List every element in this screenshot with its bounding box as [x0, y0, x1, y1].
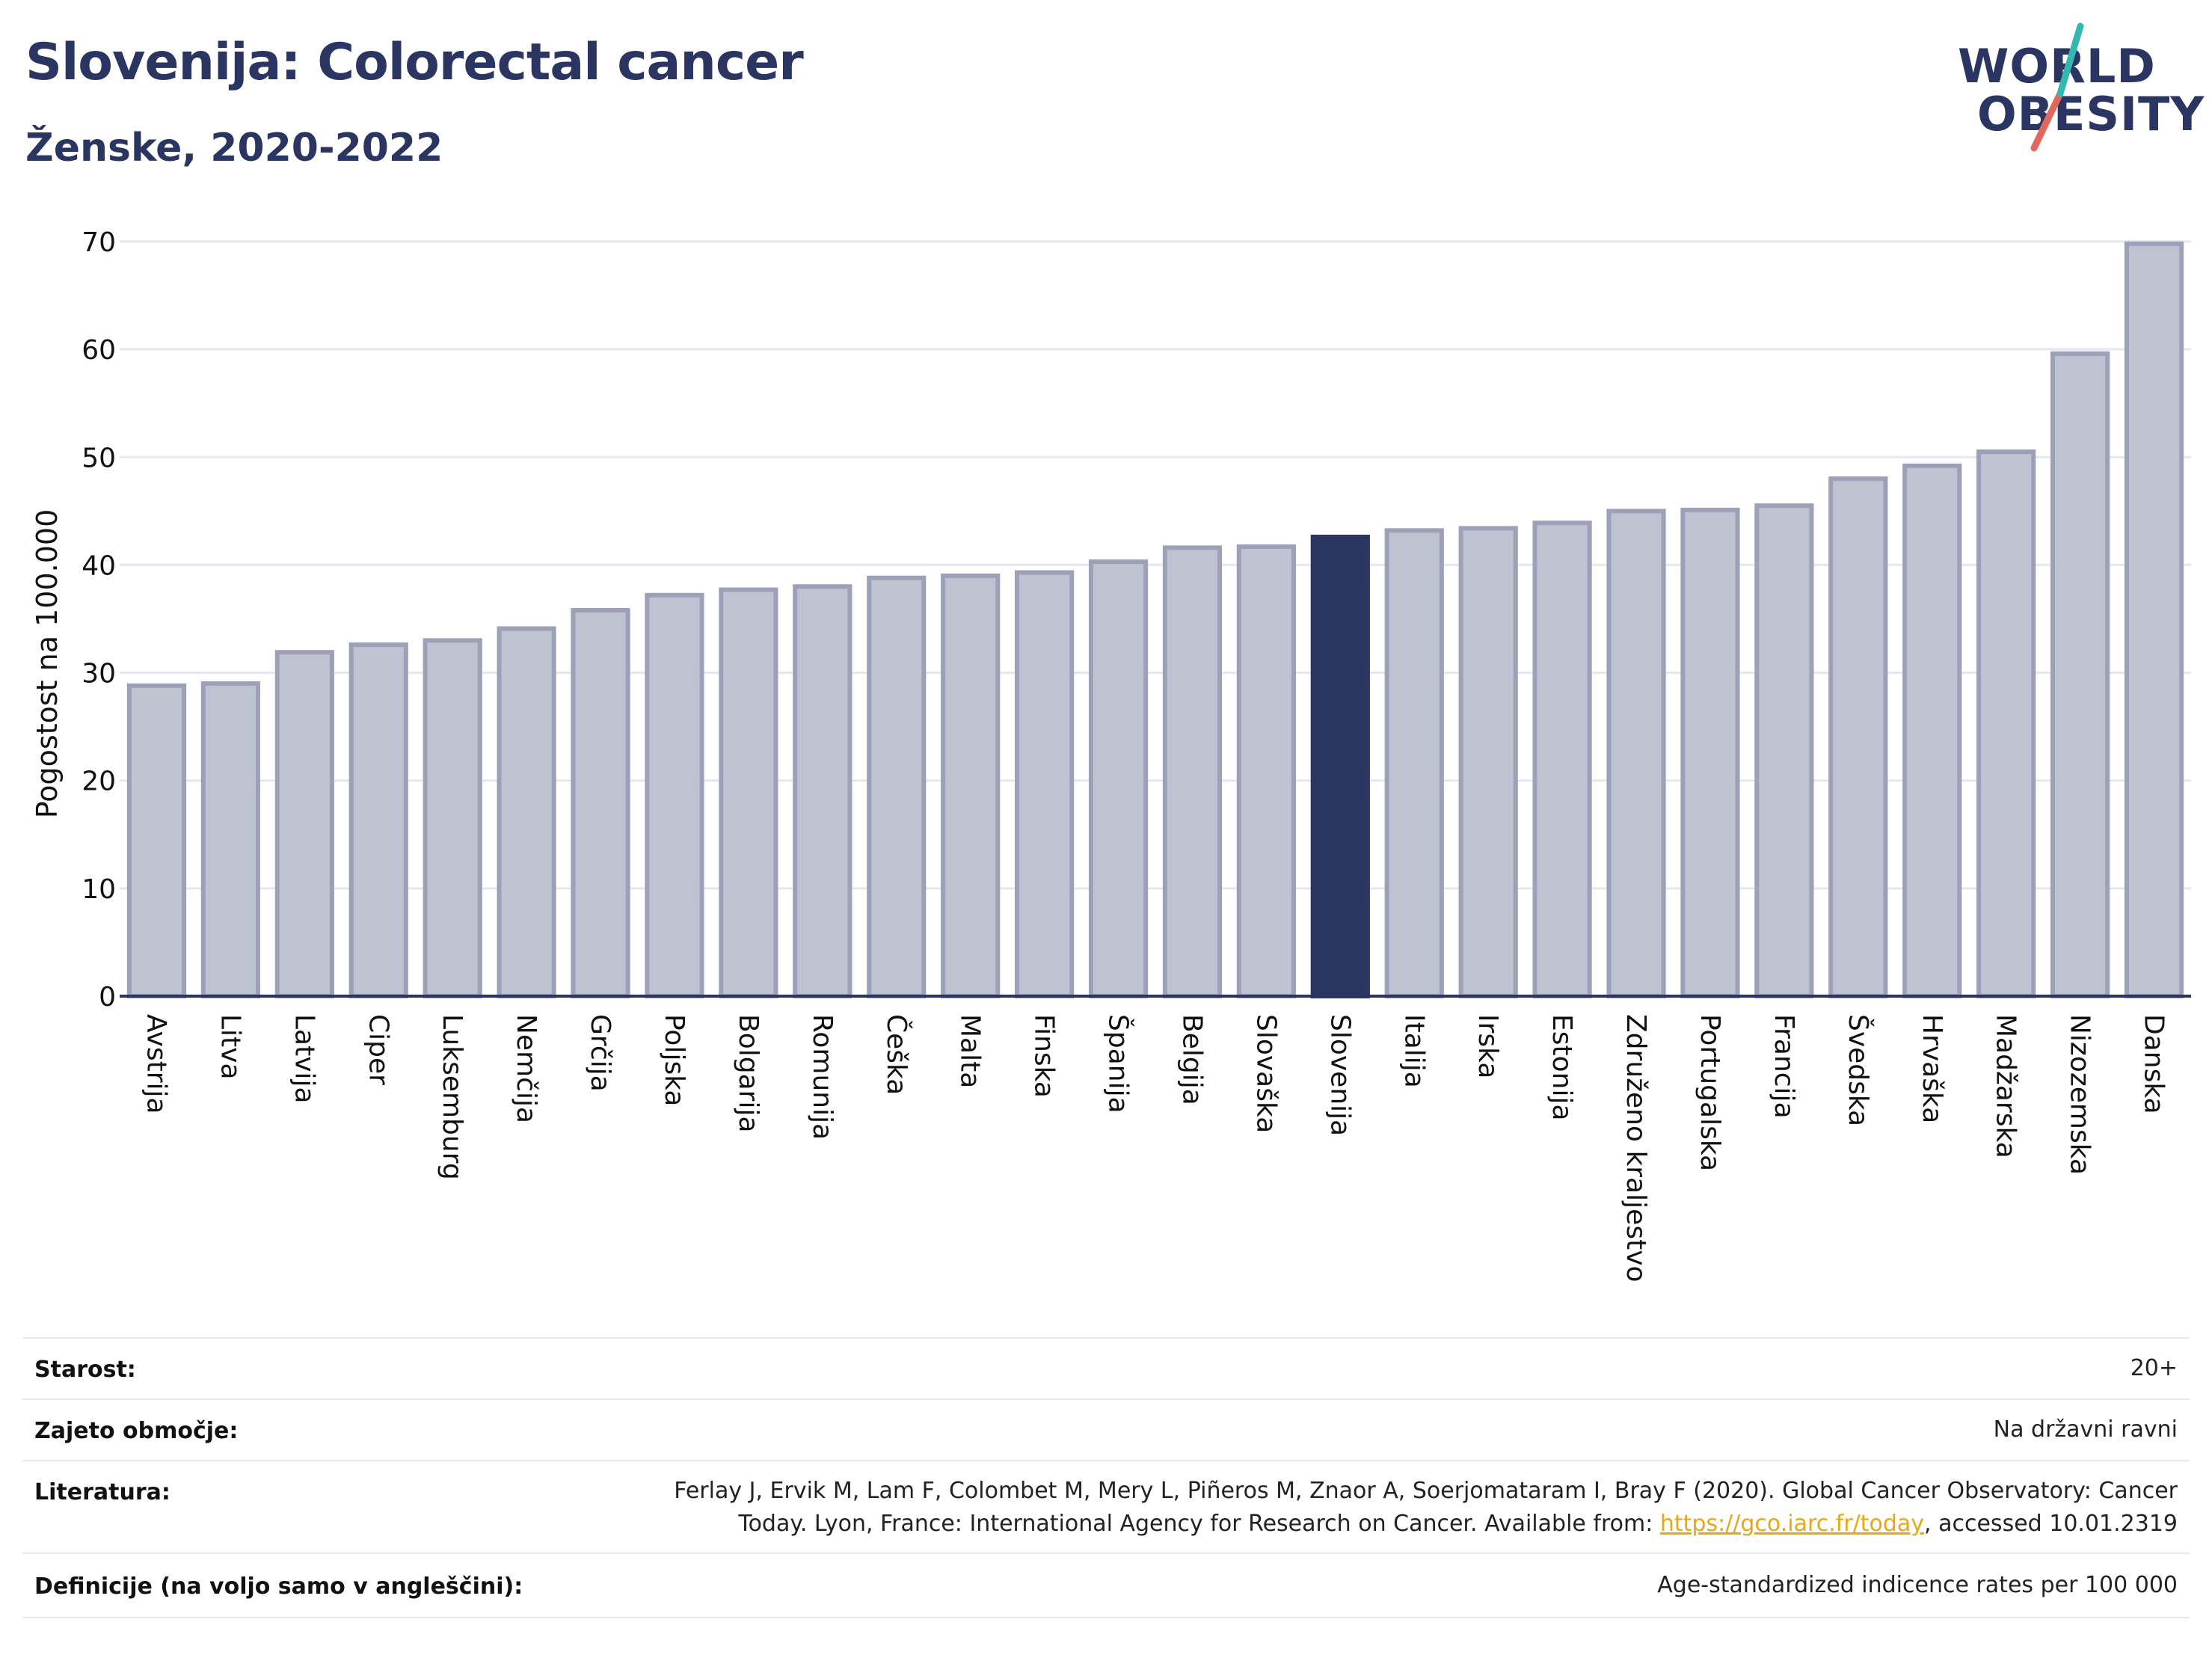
bar-litva [200, 681, 260, 998]
x-tick-label: Romunija [807, 1014, 838, 1140]
bar-slovenija [1310, 534, 1370, 998]
bar-chart: 0 10 20 30 40 50 60 70 Avstrija Litva Latvija Cipe… [31, 227, 2191, 1283]
x-tick-label: Češka [881, 1014, 912, 1095]
bar-danska [2124, 241, 2184, 998]
x-tick-label: Francija [1769, 1014, 1799, 1119]
bar-romunija [793, 584, 852, 998]
bar-irska [1458, 526, 1518, 998]
chart-title: Slovenija: Colorectal cancer [25, 33, 804, 92]
y-tick-label: 40 [82, 550, 116, 581]
chart-subtitle: Ženske, 2020-2022 [25, 126, 443, 171]
bar-latvija [274, 650, 334, 998]
info-row-area: Zajeto območje: Na državni ravni [22, 1398, 2190, 1461]
bar-ciper [348, 642, 408, 998]
bar-bolgarija [719, 587, 778, 998]
bar-madžarska [1976, 449, 2036, 998]
world-obesity-logo: WORLD OBESITY [1944, 22, 2204, 157]
x-tick-label: Finska [1029, 1014, 1060, 1098]
x-tick-label: Slovaška [1250, 1014, 1281, 1133]
bar-nemčija [497, 626, 556, 998]
x-tick-label: Španija [1103, 1014, 1134, 1114]
bar-slovaška [1236, 544, 1296, 998]
x-tick-label: Malta [955, 1014, 986, 1088]
references-link[interactable]: https://gco.iarc.fr/today [1659, 1511, 1925, 1537]
y-tick-label: 0 [99, 982, 116, 1013]
x-tick-label: Švedska [1843, 1014, 1874, 1126]
age-value: 20+ [2130, 1355, 2178, 1381]
bar-italija [1384, 528, 1444, 998]
x-tick-label: Litva [215, 1014, 245, 1080]
y-tick-label: 20 [82, 767, 116, 797]
x-tick-label: Irska [1472, 1014, 1503, 1078]
x-tick-label: Ciper [363, 1014, 393, 1085]
x-tick-labels: Avstrija Litva Latvija Ciper Luksemburg Nemči… [141, 1014, 2169, 1283]
bar-nizozemska [2050, 351, 2110, 998]
y-axis-label: Pogostost na 100.000 [31, 509, 64, 819]
bar-francija [1754, 503, 1814, 998]
x-tick-label: Estonija [1546, 1014, 1577, 1121]
y-tick-label: 50 [82, 443, 116, 473]
area-value: Na državni ravni [1993, 1416, 2178, 1443]
x-tick-label: Luksemburg [437, 1014, 467, 1180]
x-tick-label: Nizozemska [2065, 1014, 2095, 1175]
bar-poljska [645, 592, 704, 998]
bar-španija [1088, 559, 1149, 998]
x-tick-label: Grčija [585, 1014, 615, 1092]
x-tick-label: Avstrija [141, 1014, 171, 1114]
references-value: Ferlay J, Ervik M, Lam F, Colombet M, Me… [674, 1475, 2178, 1541]
area-label: Zajeto območje: [34, 1418, 239, 1444]
bar-združeno-kraljestvo [1606, 509, 1666, 998]
x-tick-label: Slovenija [1324, 1014, 1355, 1136]
x-tick-label: Danska [2139, 1014, 2169, 1114]
references-line-2-text: Today. Lyon, France: International Agenc… [738, 1511, 1660, 1537]
x-tick-label: Združeno kraljestvo [1620, 1014, 1651, 1283]
info-row-age: Starost: 20+ [22, 1337, 2190, 1400]
logo-line-2: OBESITY [1977, 87, 2205, 141]
x-tick-label: Bolgarija [733, 1014, 764, 1133]
x-tick-label: Latvija [289, 1014, 319, 1104]
x-tick-label: Belgija [1176, 1014, 1207, 1105]
y-tick-label: 30 [82, 659, 116, 690]
references-line-2: Today. Lyon, France: International Agenc… [674, 1508, 2178, 1541]
x-tick-label: Nemčija [511, 1014, 541, 1123]
definitions-value: Age-standardized indicence rates per 100… [1657, 1572, 2178, 1598]
bars [126, 241, 2184, 999]
info-row-definitions: Definicije (na voljo samo v angleščini):… [22, 1553, 2190, 1618]
bar-finska [1015, 570, 1075, 998]
definitions-label: Definicije (na voljo samo v angleščini): [34, 1573, 523, 1600]
y-tick-labels: 0 10 20 30 40 50 60 70 [82, 227, 116, 1013]
bar-luksemburg [423, 638, 482, 998]
y-tick-label: 70 [82, 227, 116, 258]
info-row-references: Literatura: Ferlay J, Ervik M, Lam F, Co… [22, 1460, 2190, 1554]
x-tick-label: Italija [1398, 1014, 1429, 1088]
bar-avstrija [126, 683, 187, 999]
x-tick-label: Hrvaška [1917, 1014, 1947, 1123]
bar-švedska [1828, 476, 1888, 998]
x-tick-label: Portugalska [1695, 1014, 1725, 1171]
references-line-2-end: , accessed 10.01.2319 [1924, 1511, 2178, 1537]
bar-estonija [1532, 521, 1592, 998]
age-label: Starost: [34, 1357, 136, 1383]
bar-češka [867, 575, 927, 998]
bar-hrvaška [1902, 463, 1962, 998]
bar-malta [941, 573, 1001, 998]
bar-grčija [571, 607, 630, 998]
logo-line-1: WORLD [1958, 39, 2156, 93]
y-tick-label: 60 [82, 335, 116, 366]
bar-belgija [1162, 545, 1223, 998]
y-tick-label: 10 [82, 874, 116, 905]
logo-slash-icon [2030, 22, 2084, 152]
x-tick-label: Poljska [659, 1014, 689, 1107]
references-label: Literatura: [34, 1479, 170, 1505]
x-tick-label: Madžarska [1991, 1014, 2021, 1158]
references-line-1: Ferlay J, Ervik M, Lam F, Colombet M, Me… [674, 1478, 2178, 1504]
bar-portugalska [1680, 507, 1740, 998]
